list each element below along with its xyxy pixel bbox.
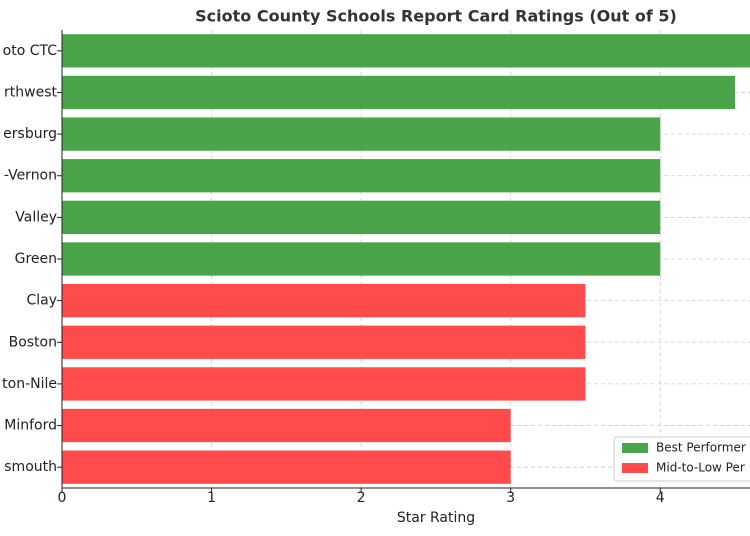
x-axis-label: Star Rating [397, 510, 475, 526]
y-tick-label: oto CTC [3, 43, 58, 59]
bar [62, 367, 586, 401]
y-tick-label: Green [15, 251, 57, 267]
y-tick-label: Boston [9, 334, 57, 350]
x-tick-label: 2 [357, 490, 366, 506]
legend-label: Mid-to-Low Per [656, 461, 745, 475]
y-tick-label: Valley [15, 209, 57, 225]
bar [62, 325, 586, 359]
bar [62, 75, 736, 110]
x-tick-label: 0 [58, 490, 67, 506]
bar [62, 283, 586, 318]
bar [62, 117, 661, 151]
bar [62, 450, 511, 484]
bar [62, 159, 661, 193]
bar [62, 200, 661, 235]
y-tick-label: rthwest [4, 84, 57, 100]
y-tick-label: smouth [4, 459, 57, 475]
legend-swatch [622, 443, 648, 453]
y-tick-label: Minford [4, 418, 57, 434]
y-tick-label: ton-Nile [2, 376, 57, 392]
x-tick-label: 1 [207, 490, 216, 506]
x-tick-label: 4 [656, 490, 665, 506]
legend-swatch [622, 463, 648, 473]
bar [62, 408, 511, 443]
legend-box [613, 436, 750, 482]
bar [62, 34, 750, 68]
chart-title: Scioto County Schools Report Card Rating… [195, 7, 677, 26]
x-tick-label: 3 [506, 490, 515, 506]
y-tick-label: Clay [26, 293, 57, 309]
bar [62, 242, 661, 276]
y-tick-label: ersburg [3, 126, 57, 142]
legend-label: Best Performer [656, 441, 746, 455]
y-tick-label: -Vernon [4, 168, 57, 184]
